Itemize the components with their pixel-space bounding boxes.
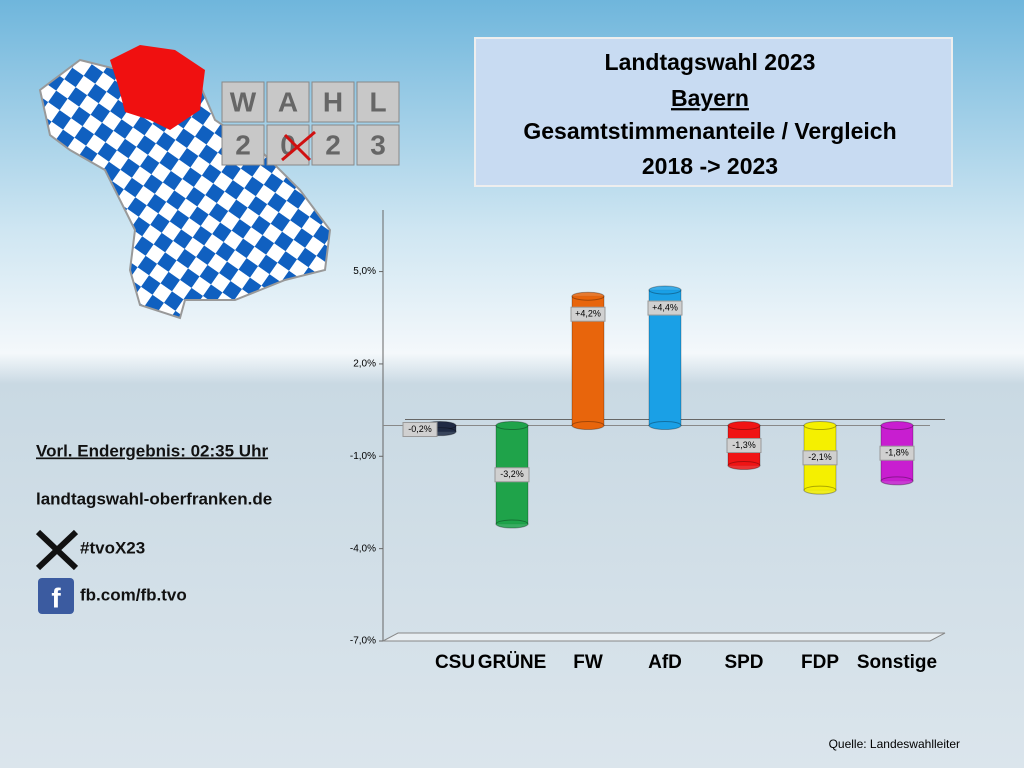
title-line: Bayern <box>671 85 749 111</box>
bar-cap <box>803 421 837 430</box>
x-tick-label: SPD <box>724 652 763 673</box>
x-tick-label: Sonstige <box>857 652 937 673</box>
source: Quelle: Landeswahlleiter <box>829 737 960 751</box>
logo-letter: W <box>230 86 257 117</box>
bar-cap <box>648 285 682 295</box>
bar-cap <box>727 461 761 471</box>
website: landtagswahl-oberfranken.de <box>36 489 272 508</box>
x-tick-label: FDP <box>801 652 839 673</box>
x-tick-label: CSU <box>435 652 475 673</box>
y-tick-label: 2,0% <box>353 359 376 370</box>
bar-cap <box>495 421 529 430</box>
title-line: Gesamtstimmenanteile / Vergleich <box>523 118 896 144</box>
logo-letter: 2 <box>325 129 341 160</box>
logo-block <box>311 124 355 166</box>
value-label: -2,1% <box>808 452 832 462</box>
value-label-box <box>726 438 762 454</box>
logo-block <box>311 81 355 123</box>
value-label: +4,4% <box>652 302 678 312</box>
bar-cap <box>571 291 605 301</box>
logo-block <box>221 124 265 166</box>
y-tick-label: 5,0% <box>353 266 376 277</box>
value-label-box <box>879 445 915 461</box>
facebook: fb.com/fb.tvo <box>80 585 187 604</box>
x-tick-label: GRÜNE <box>478 652 547 673</box>
bar-cap <box>880 476 914 486</box>
status: Vorl. Endergebnis: 02:35 Uhr <box>36 441 268 460</box>
logo-block <box>266 124 310 166</box>
value-label: -3,2% <box>500 469 524 479</box>
x-handle: #tvoX23 <box>80 538 145 557</box>
logo-block <box>266 81 310 123</box>
logo: W A H L2 0 2 3 <box>221 81 400 166</box>
y-tick-label: -1,0% <box>350 451 376 462</box>
logo-letter: A <box>278 86 298 117</box>
x-icon <box>35 529 79 571</box>
svg-text:f: f <box>51 582 61 613</box>
map-oberfranken <box>110 45 205 130</box>
value-label-box <box>494 467 530 483</box>
bar-cap <box>648 421 682 430</box>
title-box <box>474 37 953 187</box>
bar-cap <box>571 421 605 430</box>
value-label-box <box>570 306 606 322</box>
logo-letter: 2 <box>235 129 251 160</box>
floor <box>382 632 946 642</box>
value-label: -1,3% <box>732 440 756 450</box>
value-label-box <box>647 300 683 316</box>
value-label: -1,8% <box>885 448 909 458</box>
title-line: Landtagswahl 2023 <box>605 49 816 75</box>
title-line: 2018 -> 2023 <box>642 153 778 179</box>
bar-cap <box>803 485 837 495</box>
logo-block <box>221 81 265 123</box>
logo-letter: L <box>369 86 386 117</box>
y-tick-label: -7,0% <box>350 636 376 647</box>
bar-cap <box>727 421 761 430</box>
x-tick-label: AfD <box>648 652 682 673</box>
logo-block <box>356 124 400 166</box>
logo-block <box>356 81 400 123</box>
x-tick-label: FW <box>573 652 603 673</box>
facebook-icon: f <box>38 578 74 614</box>
y-tick-label: -4,0% <box>350 543 376 554</box>
logo-letter: 3 <box>370 129 386 160</box>
logo-cross <box>281 130 316 162</box>
logo-letter: H <box>323 86 343 117</box>
value-label-box <box>402 422 438 437</box>
value-label: -0,2% <box>408 424 432 434</box>
bar-cap <box>495 519 529 529</box>
value-label-box <box>802 450 838 466</box>
bar-cap <box>880 421 914 430</box>
value-label: +4,2% <box>575 309 601 319</box>
